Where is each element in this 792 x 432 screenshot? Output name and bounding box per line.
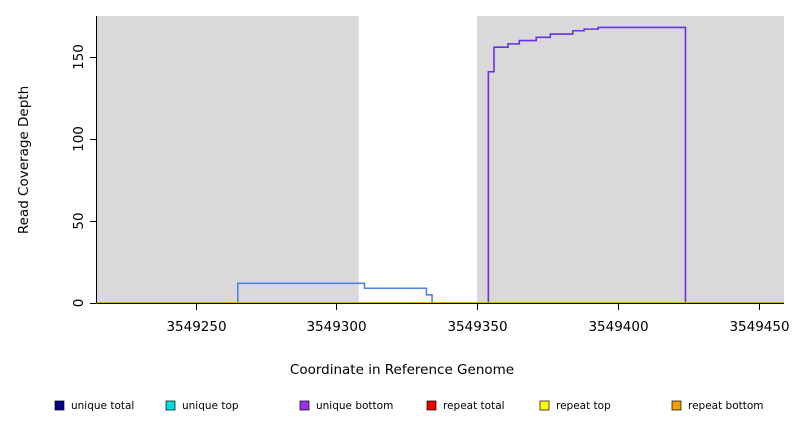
x-tick-label: 3549250 — [166, 319, 226, 335]
x-tick-group: 3549250 3549300 3549350 3549400 3549450 — [166, 303, 790, 335]
legend-swatch-repeat-total — [426, 400, 437, 411]
legend-label-repeat-top: repeat top — [556, 400, 611, 412]
y-tick-label: 0 — [71, 299, 87, 308]
legend-swatch-unique-total — [54, 400, 65, 411]
x-tick-label: 3549400 — [588, 319, 648, 335]
legend-label-unique-top: unique top — [182, 400, 239, 412]
legend-label-unique-bottom: unique bottom — [316, 400, 393, 412]
y-tick-label: 150 — [71, 44, 87, 70]
y-tick-label: 50 — [71, 212, 87, 229]
repeat-region — [477, 16, 784, 303]
x-axis-title: Coordinate in Reference Genome — [290, 362, 514, 378]
y-axis-title: Read Coverage Depth — [16, 86, 32, 234]
repeat-shading-group — [97, 16, 784, 303]
series-unique-total — [97, 282, 784, 304]
y-tick-group: 0 50 100 150 — [71, 44, 97, 307]
legend-label-repeat-bottom: repeat bottom — [688, 400, 764, 412]
repeat-region — [97, 16, 359, 303]
legend: unique total unique top unique bottom repea… — [54, 400, 764, 412]
legend-label-unique-total: unique total — [71, 400, 134, 412]
y-tick-label: 100 — [71, 126, 87, 152]
y-axis: 0 50 100 150 — [71, 16, 97, 307]
legend-label-repeat-total: repeat total — [443, 400, 505, 412]
legend-swatch-repeat-top — [539, 400, 550, 411]
x-tick-label: 3549450 — [729, 319, 789, 335]
x-tick-label: 3549350 — [447, 319, 507, 335]
x-tick-label: 3549300 — [306, 319, 366, 335]
legend-swatch-repeat-bottom — [671, 400, 682, 411]
x-axis: 3549250 3549300 3549350 3549400 3549450 — [97, 303, 790, 335]
legend-swatch-unique-top — [165, 400, 176, 411]
legend-swatch-unique-bottom — [299, 400, 310, 411]
series-unique-bottom — [97, 26, 784, 304]
